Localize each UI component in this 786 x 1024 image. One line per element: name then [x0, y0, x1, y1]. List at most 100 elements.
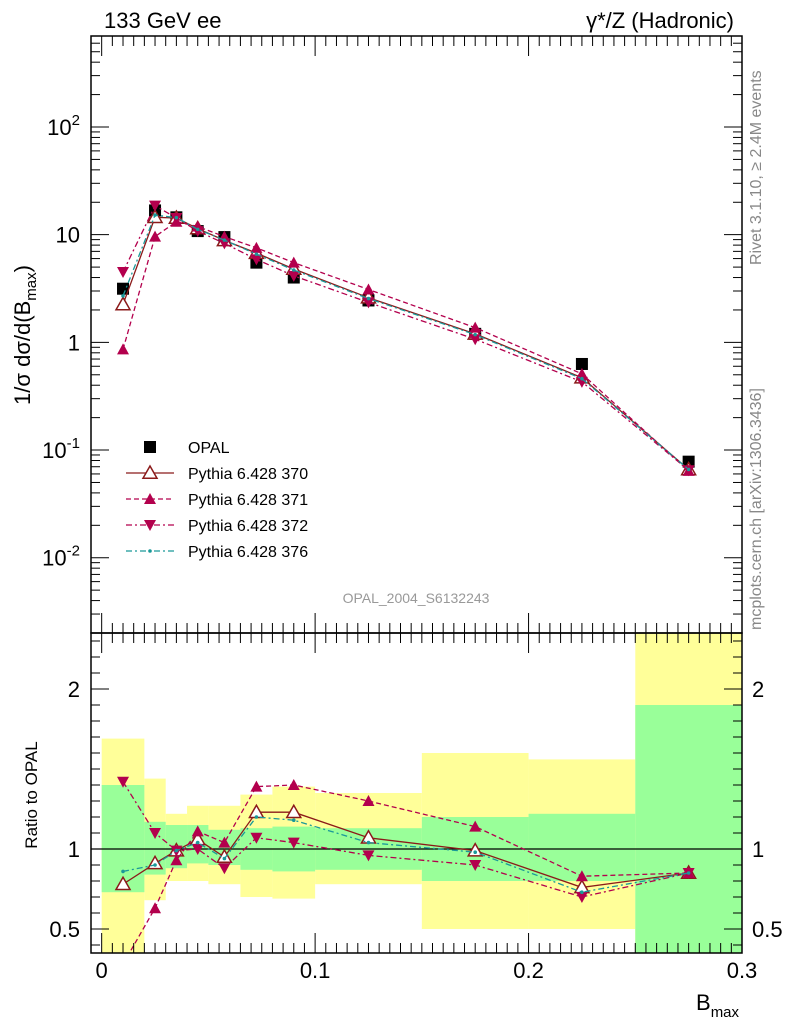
ratio-data-point — [117, 776, 130, 788]
x-axis-label: Bmax — [696, 990, 740, 1021]
main-data-point — [117, 282, 130, 295]
ratio-y-tick-label: 1 — [68, 837, 80, 862]
main-data-point — [575, 357, 588, 370]
ratio-data-point — [222, 856, 227, 861]
green-band-bin — [144, 821, 166, 875]
analysis-watermark: OPAL_2004_S6132243 — [343, 590, 490, 606]
ratio-data-point — [114, 875, 132, 891]
main-series-line — [122, 214, 690, 470]
legend-entry-1: Pythia 6.428 370 — [126, 464, 308, 483]
ratio-data-point — [153, 863, 157, 867]
ratio-data-point — [149, 828, 162, 839]
main-data-point — [287, 256, 300, 268]
legend-marker — [144, 493, 156, 504]
green-band-bin — [635, 705, 742, 953]
main-y-tick-label: 102 — [47, 112, 80, 140]
legend-marker — [144, 520, 156, 531]
main-data-point — [121, 294, 125, 298]
ratio-data-point — [362, 795, 375, 806]
main-y-tick-label: 10 — [56, 223, 80, 248]
ratio-data-point — [287, 837, 300, 849]
x-tick-label: 0.1 — [300, 958, 331, 983]
main-data-point — [580, 376, 584, 381]
legend-label: OPAL — [188, 440, 230, 457]
legend: OPAL Pythia 6.428 370 Pythia 6.428 371 Pyth… — [126, 440, 308, 561]
ratio-data-point — [191, 844, 204, 855]
ratio-data-point — [362, 850, 375, 862]
main-data-point — [473, 332, 477, 337]
ratio-data-point — [149, 902, 162, 914]
ratio-frame — [90, 632, 743, 954]
ratio-series-3 — [121, 815, 691, 894]
main-data-point — [575, 367, 588, 379]
ratio-data-point — [366, 840, 371, 845]
legend-label: Pythia 6.428 372 — [188, 518, 308, 535]
main-data-point — [153, 213, 157, 217]
ratio-data-point — [285, 803, 303, 819]
ratio-y-tick-label: 2 — [68, 677, 80, 702]
main-y-tick-label: 10-2 — [42, 543, 80, 571]
ratio-data-point — [580, 890, 584, 894]
ratio-data-point — [291, 818, 296, 822]
main-series-1 — [114, 208, 697, 476]
ratio-series-2 — [117, 776, 695, 903]
legend-label: Pythia 6.428 376 — [188, 544, 308, 561]
main-data-point — [287, 270, 300, 282]
ratio-data-point — [250, 832, 263, 844]
mcplots-reference-text: mcplots.cern.ch [arXiv:1306.3436] — [748, 388, 765, 630]
legend-entry-0: OPAL — [144, 440, 230, 457]
ratio-y-axis-label: Ratio to OPAL — [22, 741, 41, 848]
ratio-data-point — [254, 815, 259, 819]
main-series-4 — [121, 213, 691, 472]
ratio-data-point — [170, 854, 183, 866]
ratio-y-tick-label-right: 1 — [752, 837, 764, 862]
legend-label: Pythia 6.428 371 — [188, 492, 308, 509]
main-series-line — [122, 221, 690, 472]
ratio-uncertainty-bands — [91, 633, 742, 953]
main-data-point — [174, 215, 179, 220]
chart-title-right: γ*/Z (Hadronic) — [586, 8, 734, 33]
ratio-data-point — [174, 848, 179, 853]
ratio-data-point — [469, 820, 482, 832]
main-series-0 — [117, 204, 695, 468]
x-tick-label: 0.2 — [513, 958, 544, 983]
ratio-y-tick-label: 0.5 — [49, 917, 80, 942]
legend-entry-4: Pythia 6.428 376 — [126, 544, 308, 561]
legend-marker — [141, 464, 159, 479]
axes: 10-2 10-1 1 10 102 0 0.1 0.2 0.3 0.5 0.5 1 1 2 2 — [42, 35, 783, 983]
main-data-point — [191, 226, 204, 238]
main-data-point — [149, 230, 162, 242]
ratio-data-point — [575, 870, 588, 882]
ratio-y-tick-label-right: 2 — [752, 677, 764, 702]
legend-entry-2: Pythia 6.428 371 — [126, 492, 308, 509]
main-y-tick-label: 1 — [68, 330, 80, 355]
ratio-data-point — [686, 871, 691, 875]
legend-entry-3: Pythia 6.428 372 — [126, 518, 308, 535]
main-data-point — [291, 268, 296, 272]
ratio-data-point — [466, 842, 484, 857]
ratio-data-point — [191, 825, 204, 837]
main-series-line — [122, 216, 690, 470]
legend-marker — [148, 549, 152, 553]
main-plot — [114, 200, 697, 477]
ratio-data-point — [250, 780, 263, 792]
green-band-bin — [528, 813, 636, 881]
ratio-series-line — [128, 784, 689, 953]
main-data-point — [250, 241, 263, 253]
main-data-point — [149, 200, 162, 212]
main-y-tick-label: 10-1 — [42, 435, 80, 463]
chart-title-left: 133 GeV ee — [104, 8, 221, 33]
ratio-data-point — [218, 836, 231, 848]
main-y-axis-label: 1/σ dσ/d(Bmax) — [10, 265, 40, 405]
ratio-data-point — [195, 840, 200, 845]
main-data-point — [250, 254, 263, 266]
rivet-version-text: Rivet 3.1.10, ≥ 2.4M events — [748, 70, 765, 265]
main-data-point — [254, 252, 259, 256]
ratio-data-point — [121, 869, 125, 874]
x-tick-label: 0.3 — [727, 958, 758, 983]
legend-label: Pythia 6.428 370 — [188, 466, 308, 483]
main-data-point — [686, 467, 691, 472]
main-data-point — [366, 296, 371, 301]
main-series-3 — [117, 200, 695, 477]
